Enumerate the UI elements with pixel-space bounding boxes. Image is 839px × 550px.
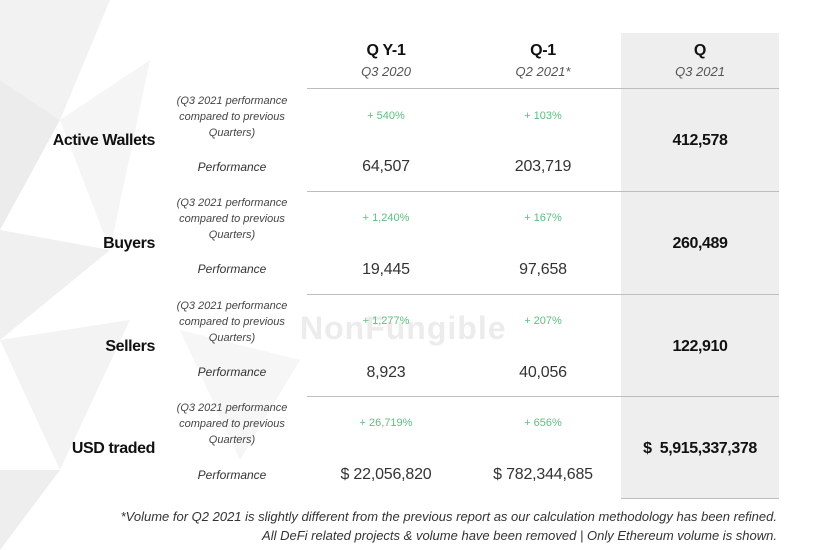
value-q-1: 40,056 xyxy=(519,364,567,381)
value-y-1: 8,923 xyxy=(366,364,406,381)
performance-label: Performance xyxy=(197,468,267,482)
performance-label: Performance xyxy=(197,160,267,174)
value-q-1: $ 782,344,685 xyxy=(493,466,593,483)
column-header-y-1: Q Y-1 Q3 2020 xyxy=(311,42,461,79)
percent-change-q-1: + 207% xyxy=(524,315,562,327)
column-header-q: Q Q3 2021 xyxy=(625,42,775,79)
row-divider xyxy=(307,396,779,397)
row-divider xyxy=(307,88,779,89)
value-y-1: 64,507 xyxy=(362,158,410,175)
current-quarter-highlight xyxy=(621,33,779,499)
value-q: $ 5,915,337,378 xyxy=(643,440,757,457)
row-divider xyxy=(307,191,779,192)
percent-change-y-1: + 1,240% xyxy=(362,212,410,224)
metric-label-usd-traded: USD traded xyxy=(71,440,156,457)
row-divider xyxy=(621,498,779,499)
footnote-line-2: All DeFi related projects & volume have … xyxy=(262,528,777,543)
percent-change-q-1: + 103% xyxy=(524,110,562,122)
value-q: 260,489 xyxy=(672,235,728,252)
percent-change-q-1: + 656% xyxy=(524,417,562,429)
comparison-note: (Q3 2021 performance compared to previou… xyxy=(176,300,288,344)
metric-label-sellers: Sellers xyxy=(105,338,155,355)
column-header-q-1: Q-1 Q2 2021* xyxy=(468,42,618,79)
performance-label: Performance xyxy=(197,365,267,379)
metric-label-active-wallets: Active Wallets xyxy=(52,132,156,149)
metric-label-buyers: Buyers xyxy=(103,235,155,252)
value-y-1: $ 22,056,820 xyxy=(340,466,432,483)
percent-change-q-1: + 167% xyxy=(524,212,562,224)
column-title: Q Y-1 xyxy=(366,42,406,59)
percent-change-y-1: + 1,277% xyxy=(362,315,410,327)
comparison-note: (Q3 2021 performance compared to previou… xyxy=(176,402,288,446)
performance-label: Performance xyxy=(197,262,267,276)
value-q-1: 97,658 xyxy=(519,261,567,278)
comparison-note: (Q3 2021 performance compared to previou… xyxy=(176,197,288,241)
column-title: Q xyxy=(693,42,707,59)
column-subtitle: Q3 2020 xyxy=(361,64,411,79)
column-subtitle: Q2 2021* xyxy=(515,64,571,79)
comparison-note: (Q3 2021 performance compared to previou… xyxy=(176,95,288,139)
value-y-1: 19,445 xyxy=(362,261,410,278)
footnote-line-1: *Volume for Q2 2021 is slightly differen… xyxy=(120,509,777,524)
value-q-1: 203,719 xyxy=(514,158,572,175)
column-subtitle: Q3 2021 xyxy=(675,64,725,79)
column-title: Q-1 xyxy=(530,42,556,59)
value-q: 412,578 xyxy=(672,132,728,149)
percent-change-y-1: + 26,719% xyxy=(359,417,413,429)
row-divider xyxy=(307,294,779,295)
watermark: NonFungible xyxy=(300,310,507,346)
percent-change-y-1: + 540% xyxy=(367,110,405,122)
value-q: 122,910 xyxy=(672,338,728,355)
